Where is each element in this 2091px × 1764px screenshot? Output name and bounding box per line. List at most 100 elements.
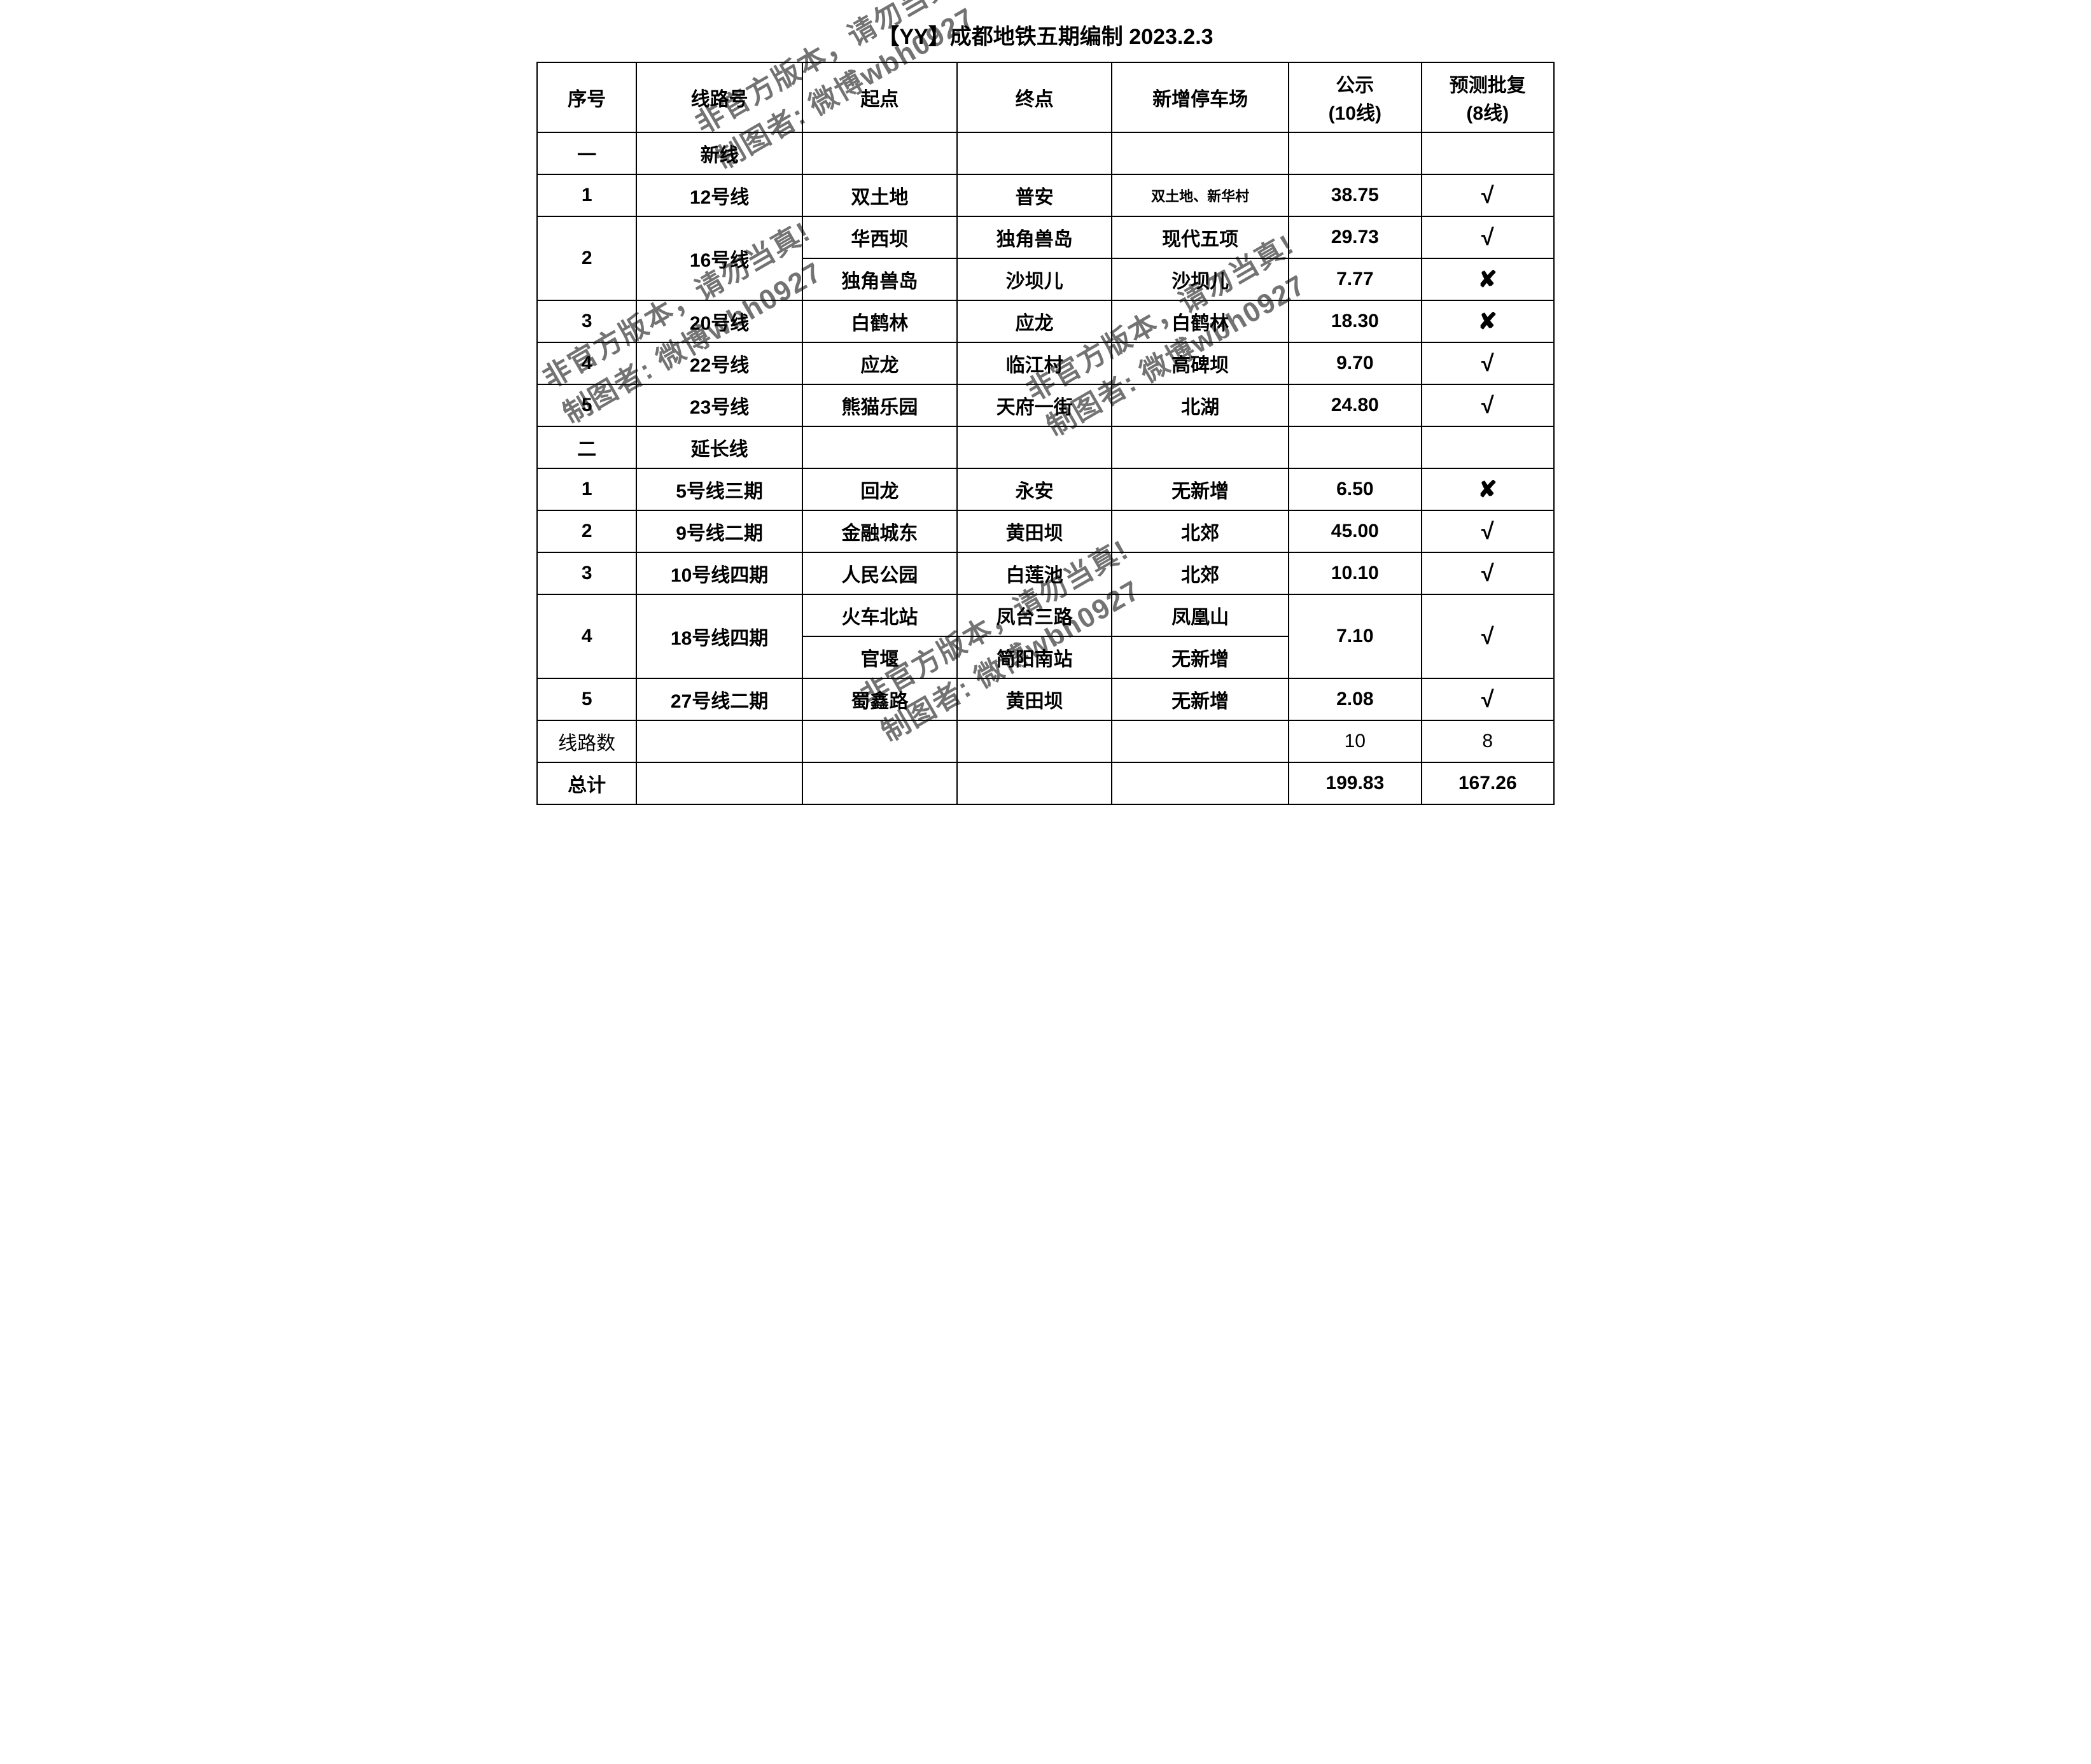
cell-public: 45.00 <box>1289 510 1421 552</box>
section-one-label: 新线 <box>636 132 802 174</box>
empty-cell <box>957 720 1112 762</box>
cell-line: 20号线 <box>636 300 802 342</box>
cross-icon: ✘ <box>1422 258 1554 300</box>
empty-cell <box>802 426 957 468</box>
cell-depot: 北郊 <box>1112 552 1289 594</box>
cell-seq: 3 <box>537 300 636 342</box>
section-extension-lines: 二 延长线 <box>537 426 1554 468</box>
empty-cell <box>1422 426 1554 468</box>
cell-seq: 3 <box>537 552 636 594</box>
cell-depot: 沙坝儿 <box>1112 258 1289 300</box>
cell-start: 熊猫乐园 <box>802 384 957 426</box>
cell-depot: 双土地、新华村 <box>1112 174 1289 216</box>
table-row: 5 27号线二期 蜀鑫路 黄田坝 无新增 2.08 √ <box>537 678 1554 720</box>
table-row: 2 9号线二期 金融城东 黄田坝 北郊 45.00 √ <box>537 510 1554 552</box>
table-row: 4 18号线四期 火车北站 凤台三路 凤凰山 7.10 √ <box>537 594 1554 636</box>
cell-end: 简阳南站 <box>957 636 1112 678</box>
cell-end: 永安 <box>957 468 1112 510</box>
col-public: 公示 (10线) <box>1289 62 1421 132</box>
table-row: 3 20号线 白鹤林 应龙 白鹤林 18.30 ✘ <box>537 300 1554 342</box>
cell-depot: 白鹤林 <box>1112 300 1289 342</box>
table-row: 3 10号线四期 人民公园 白莲池 北郊 10.10 √ <box>537 552 1554 594</box>
cell-end: 天府一街 <box>957 384 1112 426</box>
cell-line: 18号线四期 <box>636 594 802 678</box>
empty-cell <box>1112 762 1289 804</box>
cell-start: 金融城东 <box>802 510 957 552</box>
col-line: 线路号 <box>636 62 802 132</box>
cell-end: 普安 <box>957 174 1112 216</box>
page-title: 【YY】成都地铁五期编制 2023.2.3 <box>536 19 1555 50</box>
cell-line: 10号线四期 <box>636 552 802 594</box>
cell-depot: 无新增 <box>1112 678 1289 720</box>
cell-line: 5号线三期 <box>636 468 802 510</box>
summary-count-label: 线路数 <box>537 720 636 762</box>
table-row: 4 22号线 应龙 临江村 高碑坝 9.70 √ <box>537 342 1554 384</box>
cell-line: 23号线 <box>636 384 802 426</box>
summary-total-label: 总计 <box>537 762 636 804</box>
cell-public: 7.77 <box>1289 258 1421 300</box>
check-icon: √ <box>1422 510 1554 552</box>
cell-public: 18.30 <box>1289 300 1421 342</box>
metro-table: 序号 线路号 起点 终点 新增停车场 公示 (10线) 预测批复 (8线) 一 … <box>536 62 1555 805</box>
check-icon: √ <box>1422 552 1554 594</box>
cell-start: 双土地 <box>802 174 957 216</box>
check-icon: √ <box>1422 384 1554 426</box>
summary-count-row: 线路数 10 8 <box>537 720 1554 762</box>
table-body: 一 新线 1 12号线 双土地 普安 双土地、新华村 38.75 √ 2 16号 <box>537 132 1554 804</box>
cell-start: 官堰 <box>802 636 957 678</box>
cell-public: 24.80 <box>1289 384 1421 426</box>
col-depot: 新增停车场 <box>1112 62 1289 132</box>
summary-total-approve: 167.26 <box>1422 762 1554 804</box>
col-approve-sub: (8线) <box>1466 103 1509 124</box>
empty-cell <box>802 762 957 804</box>
cell-start: 人民公园 <box>802 552 957 594</box>
cell-start: 蜀鑫路 <box>802 678 957 720</box>
empty-cell <box>802 132 957 174</box>
cell-start: 应龙 <box>802 342 957 384</box>
cell-end: 临江村 <box>957 342 1112 384</box>
check-icon: √ <box>1422 678 1554 720</box>
empty-cell <box>957 762 1112 804</box>
cell-seq: 5 <box>537 384 636 426</box>
empty-cell <box>802 720 957 762</box>
cell-seq: 2 <box>537 216 636 300</box>
cell-end: 凤台三路 <box>957 594 1112 636</box>
section-new-lines: 一 新线 <box>537 132 1554 174</box>
cell-seq: 1 <box>537 468 636 510</box>
cell-public: 7.10 <box>1289 594 1421 678</box>
empty-cell <box>1112 132 1289 174</box>
cell-end: 黄田坝 <box>957 678 1112 720</box>
cell-public: 2.08 <box>1289 678 1421 720</box>
check-icon: √ <box>1422 216 1554 258</box>
cell-depot: 北郊 <box>1112 510 1289 552</box>
empty-cell <box>1289 426 1421 468</box>
header-row: 序号 线路号 起点 终点 新增停车场 公示 (10线) 预测批复 (8线) <box>537 62 1554 132</box>
table-row: 1 5号线三期 回龙 永安 无新增 6.50 ✘ <box>537 468 1554 510</box>
cell-seq: 4 <box>537 342 636 384</box>
summary-total-row: 总计 199.83 167.26 <box>537 762 1554 804</box>
check-icon: √ <box>1422 594 1554 678</box>
cell-start: 白鹤林 <box>802 300 957 342</box>
empty-cell <box>1289 132 1421 174</box>
cell-end: 白莲池 <box>957 552 1112 594</box>
section-two-label: 延长线 <box>636 426 802 468</box>
cell-seq: 1 <box>537 174 636 216</box>
cell-seq: 5 <box>537 678 636 720</box>
cell-end: 沙坝儿 <box>957 258 1112 300</box>
empty-cell <box>636 720 802 762</box>
cell-public: 38.75 <box>1289 174 1421 216</box>
cell-start: 火车北站 <box>802 594 957 636</box>
cell-depot: 现代五项 <box>1112 216 1289 258</box>
cell-public: 9.70 <box>1289 342 1421 384</box>
check-icon: √ <box>1422 342 1554 384</box>
col-end: 终点 <box>957 62 1112 132</box>
cell-start: 独角兽岛 <box>802 258 957 300</box>
empty-cell <box>636 762 802 804</box>
check-icon: √ <box>1422 174 1554 216</box>
cell-public: 29.73 <box>1289 216 1421 258</box>
empty-cell <box>1112 426 1289 468</box>
table-row: 5 23号线 熊猫乐园 天府一街 北湖 24.80 √ <box>537 384 1554 426</box>
cell-depot: 凤凰山 <box>1112 594 1289 636</box>
cross-icon: ✘ <box>1422 300 1554 342</box>
col-start: 起点 <box>802 62 957 132</box>
